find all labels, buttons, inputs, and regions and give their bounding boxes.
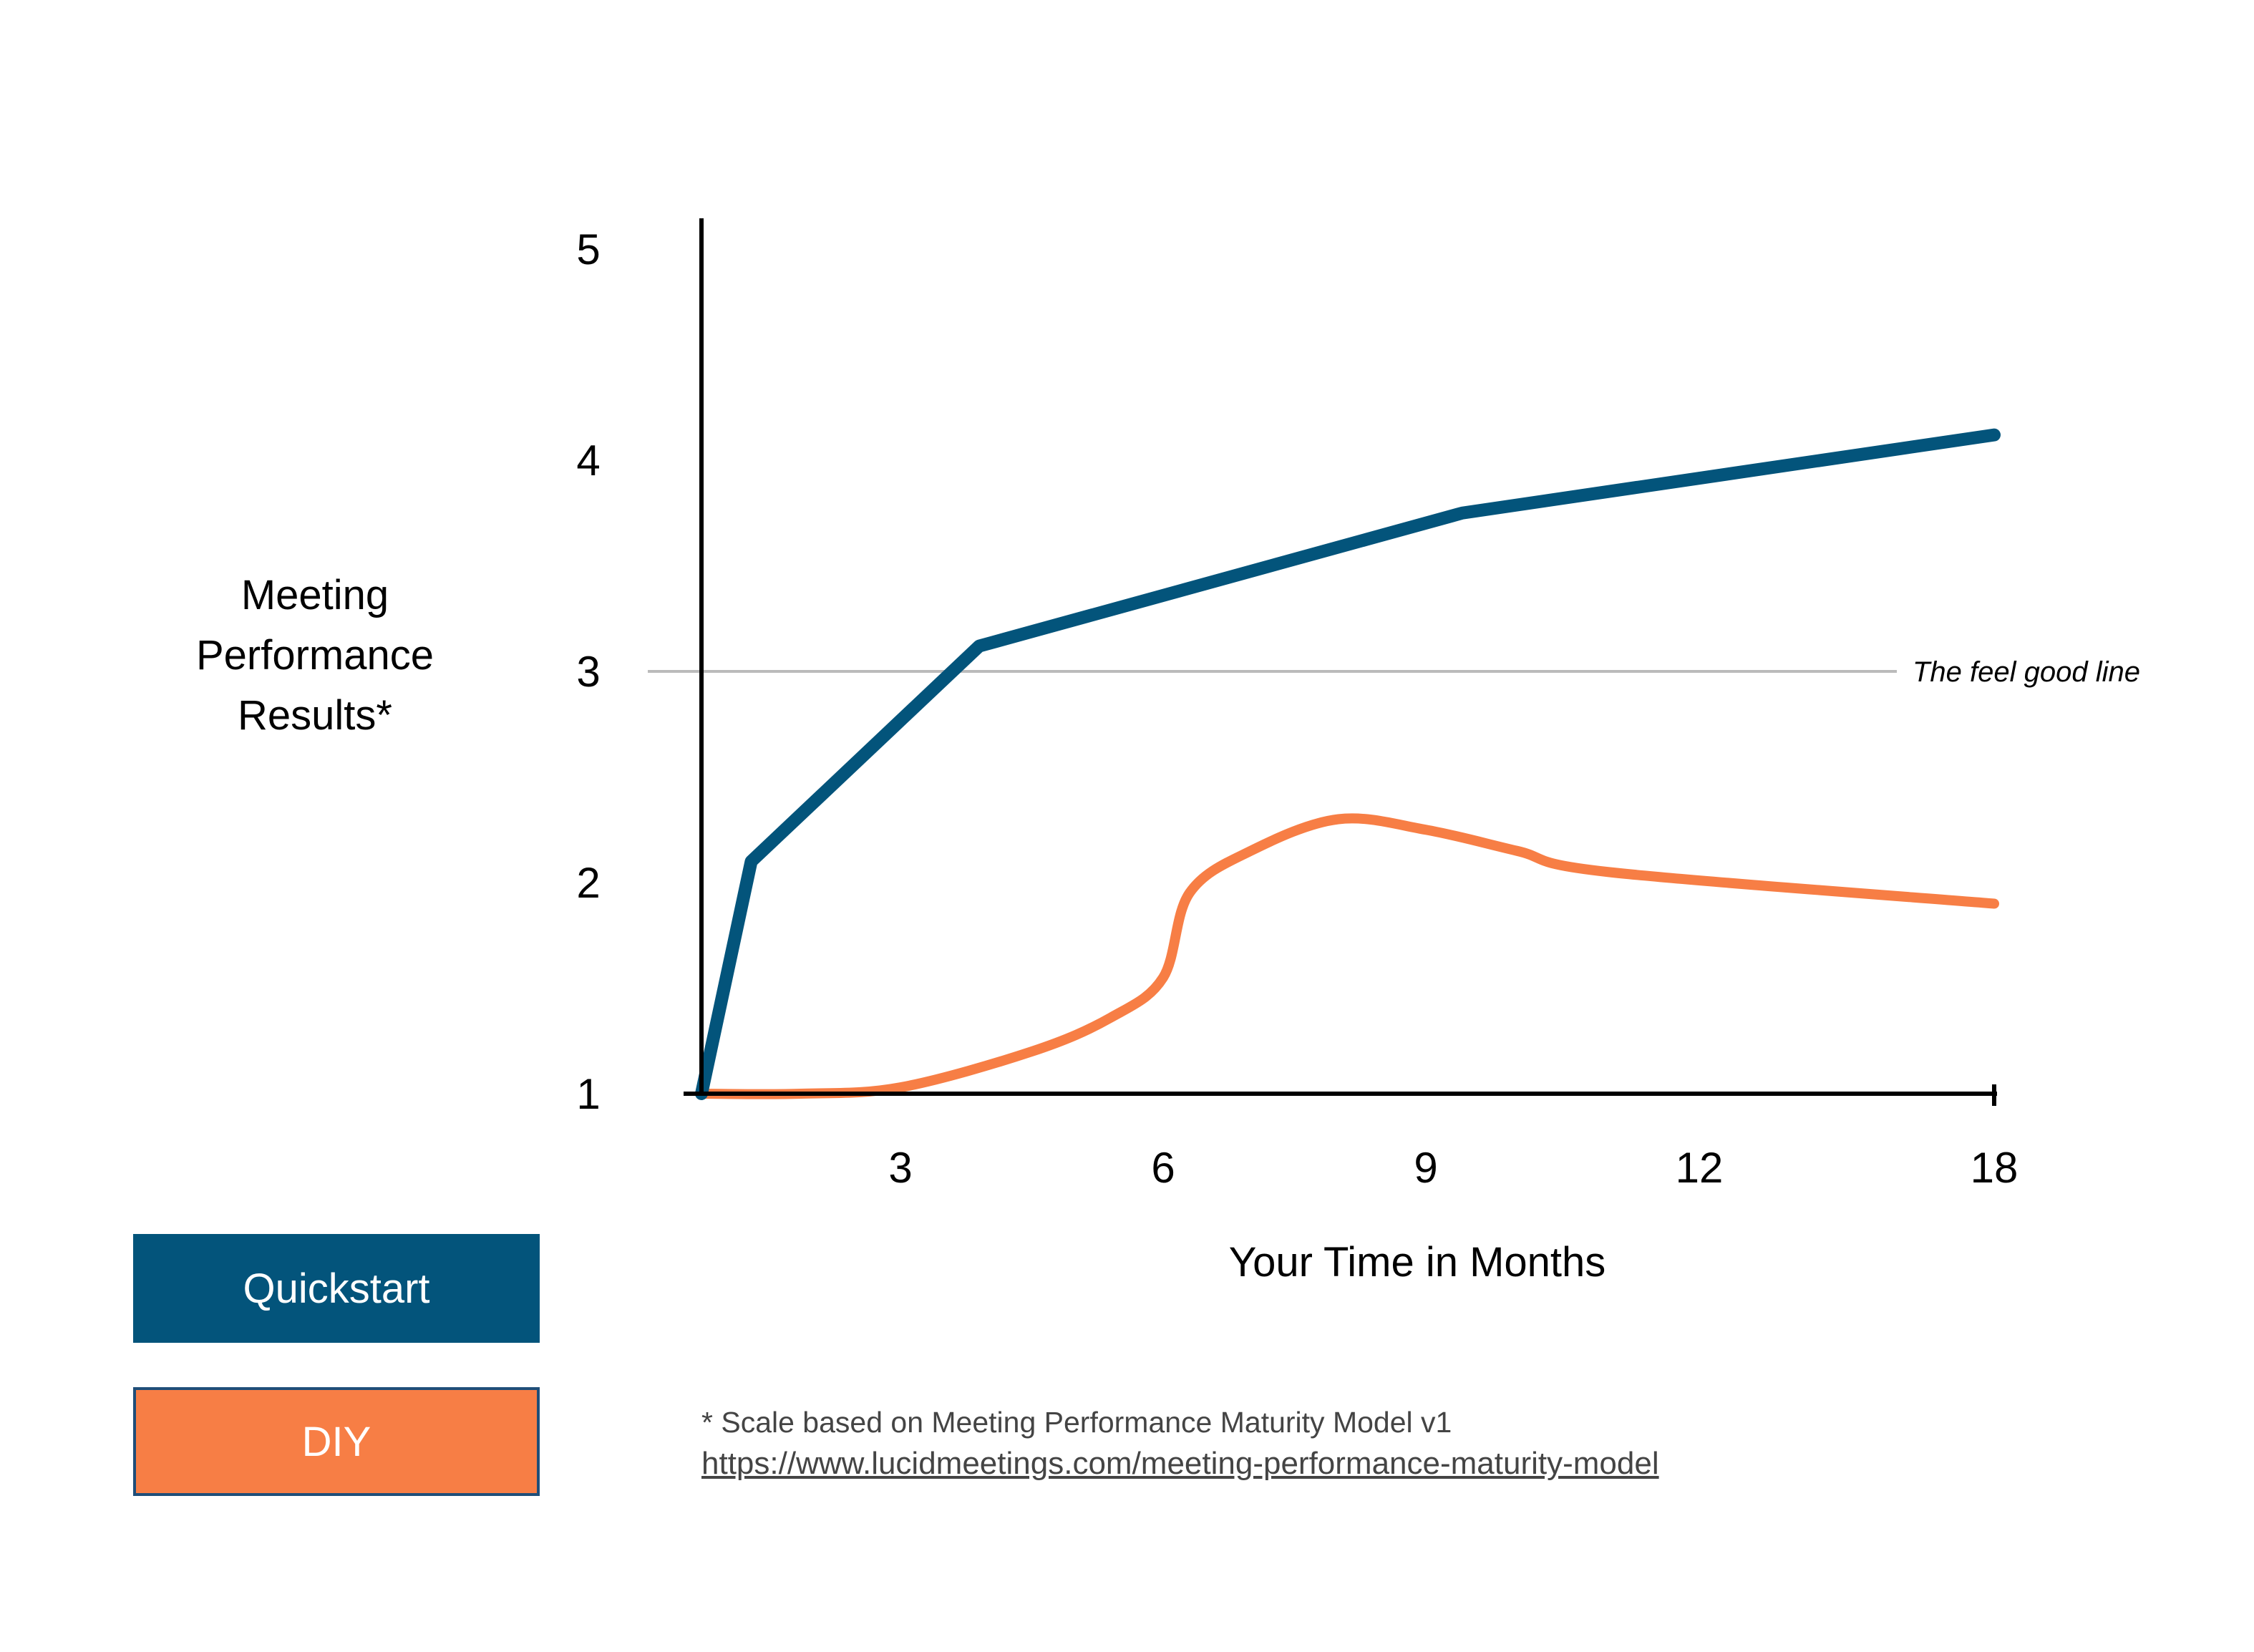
y-tick-label: 4 <box>576 437 600 485</box>
x-tick-label: 3 <box>888 1144 912 1192</box>
x-tick-label: 6 <box>1151 1144 1175 1192</box>
series-group <box>695 428 2001 1100</box>
x-tick-label: 18 <box>1971 1144 2019 1192</box>
x-ticks: 3 6 9 12 18 <box>888 1144 2018 1192</box>
axes-group <box>684 218 1997 1106</box>
series-line-diy <box>696 813 1999 1099</box>
y-axis-label-line-1: Meeting <box>241 572 389 618</box>
legend-quickstart-label: Quickstart <box>243 1265 430 1312</box>
y-tick-label: 3 <box>576 648 600 696</box>
footnote: * Scale based on Meeting Performance Mat… <box>701 1401 1659 1485</box>
footnote-text: * Scale based on Meeting Performance Mat… <box>701 1406 1452 1439</box>
y-axis-label: Meeting Performance Results* <box>115 565 515 746</box>
footnote-link[interactable]: https://www.lucidmeetings.com/meeting-pe… <box>701 1446 1659 1481</box>
x-axis-label: Your Time in Months <box>1228 1239 1606 1286</box>
legend-diy: DIY <box>133 1387 540 1496</box>
y-axis-label-line-3: Results* <box>238 692 392 739</box>
reference-line-group: The feel good line <box>648 656 2140 688</box>
legend-diy-label: DIY <box>301 1418 371 1465</box>
series-line-quickstart <box>695 428 2001 1100</box>
legend-quickstart: Quickstart <box>133 1234 540 1343</box>
y-ticks: 1 2 3 4 5 <box>576 225 600 1118</box>
y-tick-label: 5 <box>576 225 600 273</box>
x-tick-label: 12 <box>1676 1144 1724 1192</box>
y-tick-label: 1 <box>576 1070 600 1118</box>
feel-good-line-label: The feel good line <box>1913 656 2140 688</box>
y-tick-label: 2 <box>576 859 600 907</box>
x-tick-label: 9 <box>1414 1144 1437 1192</box>
y-axis-label-line-2: Performance <box>195 632 434 679</box>
